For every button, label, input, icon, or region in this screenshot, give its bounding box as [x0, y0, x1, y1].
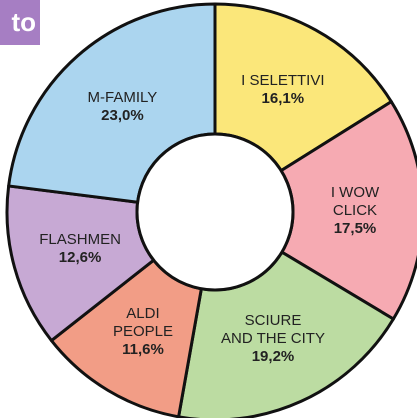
category-label: SCIURE AND THE CITY — [221, 312, 325, 348]
segment-label: FLASHMEN 12,6% — [39, 231, 121, 267]
segment-label: SCIURE AND THE CITY 19,2% — [221, 312, 325, 366]
value-label: 17,5% — [333, 219, 377, 237]
category-label: ALDI PEOPLE — [112, 305, 173, 341]
tag: to — [0, 0, 40, 45]
category-label: FLASHMEN — [39, 231, 121, 249]
value-label: 23,0% — [101, 106, 144, 124]
value-label: 11,6% — [122, 341, 164, 359]
category-label: I WOW CLICK — [330, 183, 380, 219]
category-label: I SELETTIVI — [241, 71, 325, 89]
donut-hole — [135, 132, 295, 292]
category-label: M-FAMILY — [87, 88, 158, 106]
value-label: 19,2% — [251, 348, 295, 366]
value-label: 12,6% — [58, 249, 102, 267]
segment-label: ALDI PEOPLE 11,6% — [113, 305, 173, 359]
value-label: 16,1% — [261, 89, 305, 107]
segment-label: I SELETTIVI 16,1% — [241, 72, 324, 108]
segment-label: I WOW CLICK 17,5% — [331, 184, 379, 238]
segment-label: M-FAMILY 23,0% — [88, 89, 158, 125]
